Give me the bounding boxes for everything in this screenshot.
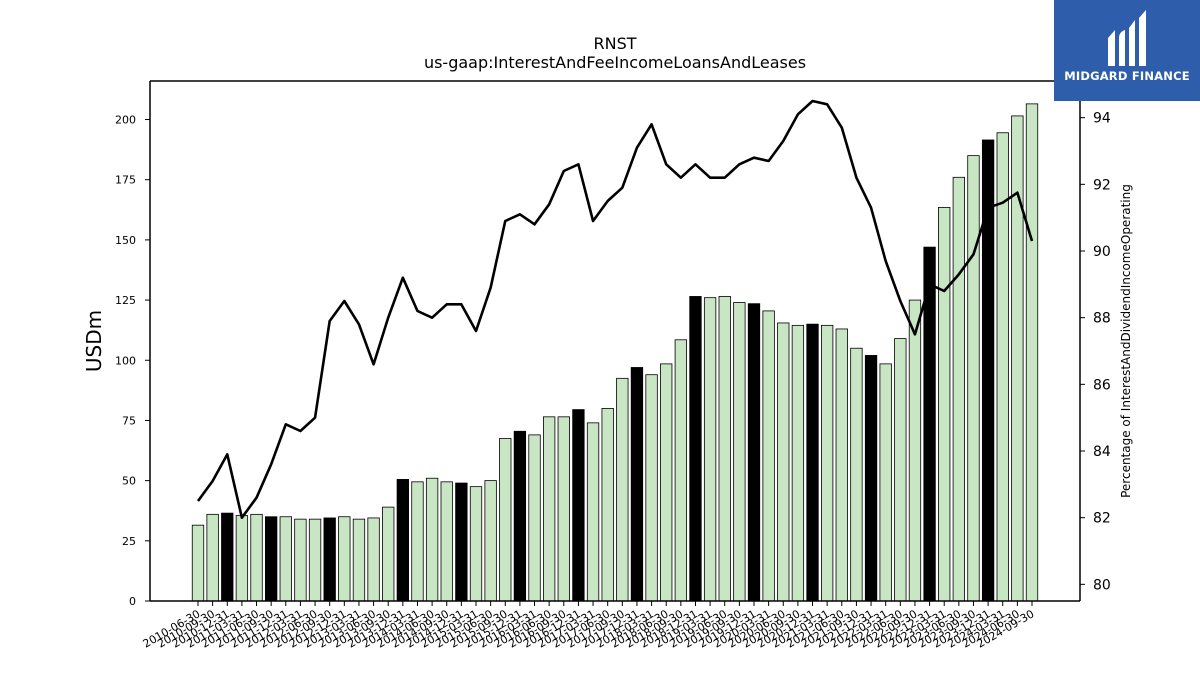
bar-2010-12-31 [221, 512, 234, 602]
bar-2022-06-30 [894, 338, 907, 602]
bar-2018-12-31 [689, 296, 702, 602]
chart-subtitle: us-gaap:InterestAndFeeIncomeLoansAndLeas… [424, 53, 806, 72]
x-axis-ticks: 2010-06-302010-09-302010-12-312011-03-31… [141, 601, 1037, 651]
y-tick-label: 0 [129, 595, 136, 608]
bar-2022-03-31 [879, 363, 892, 602]
bar-2023-03-31 [938, 206, 951, 602]
bar-2015-06-30 [484, 480, 497, 602]
bar-2020-03-31 [762, 310, 775, 602]
bar-2013-09-30 [382, 506, 395, 602]
y-tick-label: 25 [122, 535, 136, 548]
y-axis-label: USDm [82, 310, 106, 372]
bar-2022-09-30 [908, 299, 922, 602]
chart-title: RNST [593, 34, 636, 53]
bar-2023-06-30 [952, 176, 965, 602]
y-tick-label: 125 [115, 294, 136, 307]
y2-tick-label: 82 [1093, 511, 1111, 527]
bar-2015-03-31 [469, 486, 483, 602]
bar-2011-06-30 [250, 513, 263, 602]
bar-2017-12-31 [630, 367, 644, 602]
y2-tick-label: 80 [1093, 577, 1111, 593]
bar-2016-03-31 [528, 434, 541, 602]
bar-2021-09-30 [850, 347, 863, 602]
bar-2014-12-31 [455, 482, 468, 602]
axes [149, 80, 1081, 602]
y-tick-label: 100 [115, 354, 136, 367]
y2-tick-label: 90 [1093, 244, 1111, 260]
bar-2016-06-30 [543, 416, 556, 602]
bar-2021-12-31 [864, 355, 878, 602]
y2-tick-label: 86 [1093, 377, 1111, 393]
bar-2014-09-30 [440, 481, 453, 602]
bar-2012-12-31 [338, 516, 351, 602]
bar-2013-12-31 [396, 479, 409, 602]
bar-2020-09-30 [791, 324, 805, 602]
bar-2018-06-30 [660, 363, 673, 602]
ratio-line [196, 99, 1034, 519]
bar-2010-09-30 [206, 513, 219, 602]
y2-tick-label: 88 [1093, 311, 1111, 327]
y2-tick-label: 94 [1093, 111, 1111, 127]
midgard-logo-icon [1108, 10, 1146, 66]
bar-2018-09-30 [674, 339, 687, 602]
bar-2012-03-31 [294, 518, 307, 602]
bar-2017-09-30 [616, 377, 629, 602]
bar-2012-09-30 [323, 517, 336, 602]
y2-tick-label: 92 [1093, 177, 1111, 193]
logo-text: MIDGARD FINANCE [1064, 69, 1190, 83]
bar-2014-03-31 [411, 481, 424, 602]
y2-tick-label: 84 [1093, 444, 1111, 460]
bar-2017-06-30 [601, 408, 614, 602]
bar-2019-09-30 [733, 302, 746, 602]
bar-series [191, 103, 1039, 602]
bar-2011-03-31 [235, 515, 249, 602]
brand-logo: MIDGARD FINANCE [1054, 0, 1200, 101]
bar-2021-03-31 [821, 324, 834, 602]
y-tick-label: 200 [115, 114, 136, 127]
bar-2021-06-30 [835, 328, 848, 602]
bar-2015-12-31 [513, 430, 527, 602]
y-axis-ticks: 0 25 50 75 100 125 150 175 200 [115, 114, 150, 608]
bar-2013-03-31 [352, 518, 366, 602]
bar-2023-09-30 [967, 155, 980, 602]
bar-2016-12-31 [572, 409, 585, 602]
y-tick-label: 150 [115, 234, 136, 247]
y-tick-label: 50 [122, 475, 136, 488]
bar-2016-09-30 [557, 416, 570, 602]
bar-2019-03-31 [703, 297, 717, 602]
bar-2015-09-30 [499, 438, 512, 602]
y-tick-label: 175 [115, 174, 136, 187]
bar-2017-03-31 [586, 422, 600, 602]
y2-axis-ticks: 80 82 84 86 88 90 92 94 [1080, 111, 1111, 593]
bar-2011-09-30 [265, 516, 278, 602]
bar-2019-06-30 [718, 296, 731, 602]
bar-2020-06-30 [777, 322, 790, 602]
bar-2010-06-30 [191, 524, 205, 602]
bar-2024-06-30 [1011, 115, 1024, 602]
bar-2012-06-30 [308, 518, 322, 602]
bar-2019-12-31 [747, 303, 761, 602]
bar-2018-03-31 [645, 374, 658, 602]
bar-2014-06-30 [425, 477, 439, 602]
y-tick-label: 75 [122, 414, 136, 427]
y2-axis-label: Percentage of InterestAndDividendIncomeO… [1119, 184, 1133, 498]
bar-2011-12-31 [279, 516, 292, 602]
bar-2020-12-31 [806, 323, 819, 602]
bar-2013-06-30 [367, 517, 380, 602]
bar-2024-09-30 [1025, 103, 1039, 602]
